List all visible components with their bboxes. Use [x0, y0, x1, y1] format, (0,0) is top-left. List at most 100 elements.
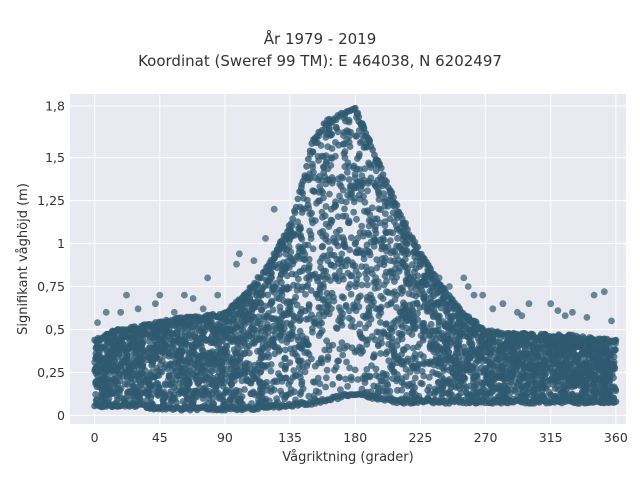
scatter-point	[348, 376, 355, 384]
scatter-point	[91, 358, 99, 366]
x-tick-label: 0	[91, 430, 99, 445]
scatter-point	[281, 355, 288, 363]
scatter-point	[350, 198, 358, 206]
scatter-point	[219, 336, 227, 344]
scatter-point	[444, 306, 452, 314]
scatter-point	[92, 370, 100, 377]
scatter-point	[208, 348, 216, 356]
scatter-point	[478, 354, 486, 362]
scatter-point	[384, 331, 392, 339]
scatter-point	[499, 300, 507, 308]
scatter-point	[102, 308, 110, 316]
scatter-point	[554, 356, 562, 364]
scatter-point	[298, 267, 306, 275]
scatter-point	[467, 368, 474, 376]
scatter-point	[612, 336, 620, 344]
scatter-point	[125, 389, 133, 396]
scatter-point	[347, 322, 355, 330]
scatter-point	[152, 300, 159, 308]
scatter-point	[366, 372, 374, 380]
scatter-point	[451, 376, 459, 383]
scatter-point	[233, 260, 240, 268]
scatter-point	[117, 308, 125, 316]
scatter-point	[346, 364, 353, 372]
scatter-point	[236, 250, 243, 258]
scatter-point	[321, 346, 329, 354]
scatter-point	[135, 377, 143, 384]
scatter-point	[486, 389, 493, 396]
x-tick-label: 360	[604, 430, 628, 445]
scatter-point	[322, 236, 330, 243]
scatter-point	[356, 320, 364, 328]
scatter-point	[298, 357, 305, 365]
scatter-point	[542, 377, 550, 385]
scatter-point	[364, 134, 371, 141]
scatter-point	[296, 225, 303, 232]
scatter-point	[270, 205, 278, 213]
scatter-point	[367, 295, 374, 302]
scatter-point	[353, 276, 361, 284]
scatter-point	[383, 320, 390, 327]
chart-subtitle: Koordinat (Sweref 99 TM): E 464038, N 62…	[138, 52, 502, 70]
scatter-point	[243, 331, 251, 339]
scatter-point	[570, 350, 578, 358]
scatter-point	[236, 334, 244, 342]
scatter-point	[238, 316, 246, 324]
scatter-point	[262, 235, 269, 242]
scatter-point	[402, 373, 410, 381]
scatter-point	[353, 215, 360, 223]
scatter-point	[336, 268, 343, 275]
scatter-point	[354, 376, 362, 383]
scatter-point	[304, 155, 312, 163]
scatter-point	[459, 332, 467, 340]
scatter-point	[251, 366, 258, 374]
scatter-point	[350, 162, 358, 170]
scatter-point	[216, 393, 223, 401]
scatter-point	[197, 327, 205, 335]
scatter-point	[515, 353, 522, 361]
scatter-point	[438, 383, 445, 390]
scatter-point	[348, 259, 356, 267]
scatter-point	[332, 273, 340, 281]
scatter-point	[405, 280, 412, 288]
scatter-point	[330, 234, 337, 242]
scatter-point	[487, 381, 495, 389]
scatter-point	[311, 378, 319, 386]
scatter-point	[549, 369, 557, 377]
scatter-point	[506, 378, 514, 386]
scatter-point	[351, 170, 359, 178]
scatter-point	[146, 344, 153, 351]
scatter-point	[185, 331, 193, 338]
scatter-point	[329, 381, 337, 388]
scatter-point	[342, 302, 350, 309]
scatter-point	[435, 371, 442, 378]
scatter-point	[336, 192, 343, 200]
scatter-point	[295, 248, 303, 256]
scatter-point	[332, 198, 339, 206]
scatter-point	[358, 333, 365, 341]
scatter-point	[367, 266, 375, 273]
scatter-point	[290, 367, 298, 374]
scatter-point	[250, 257, 258, 265]
scatter-point	[499, 366, 507, 374]
scatter-point	[342, 198, 350, 206]
scatter-point	[281, 364, 289, 372]
scatter-point	[446, 283, 453, 290]
scatter-point	[259, 345, 267, 353]
scatter-point	[398, 379, 406, 386]
scatter-point	[240, 350, 248, 358]
scatter-point	[305, 392, 313, 400]
scatter-point	[297, 374, 304, 381]
scatter-point	[327, 154, 335, 162]
scatter-point	[111, 389, 119, 397]
scatter-point	[596, 365, 604, 372]
scatter-point	[299, 363, 306, 371]
scatter-point	[460, 384, 468, 392]
scatter-point	[319, 308, 327, 316]
scatter-point	[184, 394, 192, 402]
scatter-point	[126, 365, 133, 373]
scatter-point	[571, 382, 579, 390]
scatter-point	[445, 319, 453, 326]
scatter-point	[506, 370, 513, 378]
x-tick-label: 90	[217, 430, 233, 445]
